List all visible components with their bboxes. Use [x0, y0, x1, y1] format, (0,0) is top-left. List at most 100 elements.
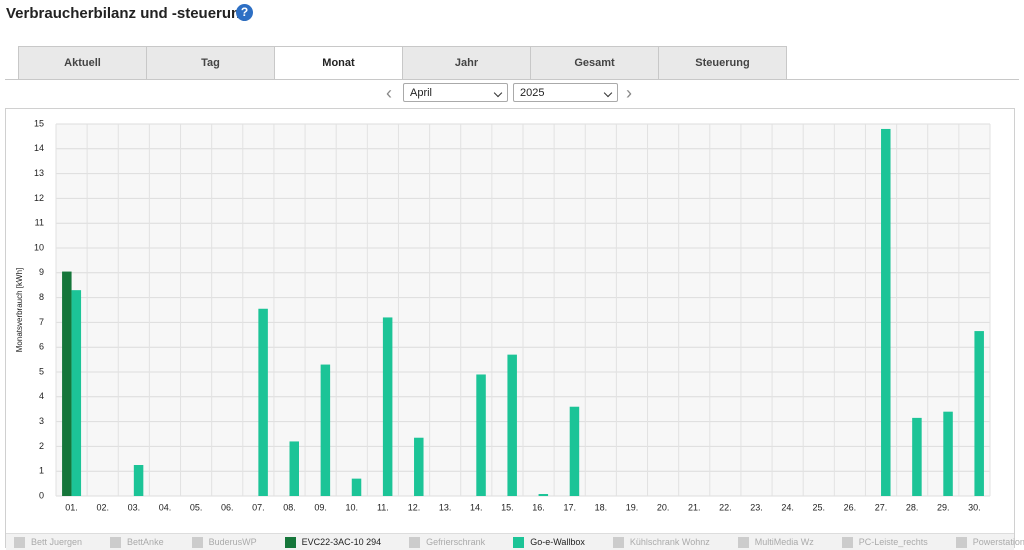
legend: Bett Juergen BettAnke BuderusWP EVC22-3AC-1… — [6, 533, 1024, 550]
legend-label: BuderusWP — [208, 537, 257, 547]
x-tick-label: 20. — [657, 502, 670, 512]
x-tick-label: 25. — [813, 502, 826, 512]
y-tick-label: 13 — [34, 168, 44, 178]
x-tick-label: 05. — [190, 502, 203, 512]
legend-item[interactable]: BettAnke — [110, 534, 164, 550]
x-tick-label: 14. — [470, 502, 483, 512]
legend-swatch — [841, 536, 853, 548]
legend-item[interactable]: EVC22-3AC-10 294 — [284, 534, 382, 550]
y-tick-label: 6 — [39, 342, 44, 352]
x-tick-label: 11. — [377, 502, 389, 512]
legend-item[interactable]: PC-Leiste_rechts — [841, 534, 928, 550]
x-tick-label: 13. — [439, 502, 452, 512]
x-tick-label: 23. — [750, 502, 763, 512]
y-tick-label: 3 — [39, 416, 44, 426]
bar — [507, 354, 517, 496]
legend-label: MultiMedia Wz — [754, 537, 814, 547]
bar — [476, 374, 486, 496]
legend-swatch — [14, 536, 25, 548]
legend-label: Go-e-Wallbox — [530, 537, 585, 547]
x-tick-label: 04. — [159, 502, 172, 512]
x-tick-label: 03. — [128, 502, 141, 512]
legend-item[interactable]: Gefrierschrank — [409, 534, 485, 550]
tab[interactable]: Tag — [146, 46, 275, 79]
legend-swatch — [284, 536, 296, 548]
bar — [133, 465, 144, 496]
legend-swatch — [110, 536, 122, 548]
legend-label: Kühlschrank Wohnz — [629, 537, 710, 547]
help-icon[interactable]: ? — [236, 4, 253, 21]
legend-item[interactable]: MultiMedia Wz — [737, 534, 814, 550]
y-tick-label: 2 — [39, 441, 44, 451]
x-tick-label: 02. — [96, 502, 109, 512]
bar — [974, 331, 984, 496]
bar — [569, 406, 580, 496]
legend-swatch — [191, 536, 203, 548]
legend-label: Powerstation — [972, 537, 1024, 547]
page-title: Verbraucherbilanz und -steuerung — [6, 5, 250, 22]
legend-swatch — [955, 536, 967, 548]
legend-item[interactable]: Powerstation — [955, 534, 1024, 550]
legend-label: EVC22-3AC-10 294 — [301, 537, 382, 547]
x-tick-label: 22. — [719, 502, 732, 512]
bar — [912, 417, 922, 496]
tab[interactable]: Monat — [274, 46, 403, 80]
x-tick-label: 17. — [563, 502, 576, 512]
y-tick-label: 10 — [34, 242, 44, 252]
x-tick-label: 01. — [65, 502, 78, 512]
x-tick-label: 21. — [688, 502, 701, 512]
y-tick-label: 7 — [39, 317, 44, 327]
legend-item[interactable]: BuderusWP — [191, 534, 257, 550]
y-tick-label: 4 — [39, 391, 44, 401]
tab[interactable]: Aktuell — [18, 46, 147, 79]
tab[interactable]: Gesamt — [530, 46, 659, 79]
tab[interactable]: Jahr — [402, 46, 531, 79]
x-tick-label: 16. — [532, 502, 545, 512]
y-tick-label: 8 — [39, 292, 44, 302]
y-tick-label: 11 — [35, 218, 44, 228]
month-select[interactable]: April — [403, 83, 508, 102]
x-tick-label: 15. — [501, 502, 514, 512]
bar — [258, 308, 268, 496]
year-select[interactable]: 2025 — [513, 83, 618, 102]
x-tick-label: 06. — [221, 502, 234, 512]
x-tick-label: 29. — [937, 502, 950, 512]
bar — [320, 364, 331, 496]
y-tick-label: 5 — [39, 366, 44, 376]
bar — [414, 437, 424, 496]
bar — [943, 411, 953, 496]
x-tick-label: 27. — [875, 502, 888, 512]
legend-swatch — [409, 536, 421, 548]
x-tick-label: 09. — [314, 502, 327, 512]
x-tick-label: 07. — [252, 502, 265, 512]
x-tick-label: 28. — [906, 502, 919, 512]
y-tick-label: 1 — [39, 466, 44, 476]
y-axis-label: Monatsverbrauch [kWh] — [15, 268, 24, 352]
legend-label: Gefrierschrank — [426, 537, 486, 547]
bar — [382, 317, 393, 496]
y-tick-label: 9 — [39, 267, 44, 277]
legend-item[interactable]: Kühlschrank Wohnz — [612, 534, 710, 550]
next-month[interactable]: › — [626, 83, 632, 103]
legend-label: Bett Juergen — [31, 537, 83, 547]
x-tick-label: 12. — [408, 502, 421, 512]
bar — [289, 441, 299, 496]
legend-item[interactable]: Bett Juergen — [14, 534, 82, 550]
legend-item[interactable]: Go-e-Wallbox — [513, 534, 585, 550]
legend-label: BettAnke — [127, 537, 164, 547]
y-tick-label: 15 — [34, 118, 44, 128]
tab[interactable]: Steuerung — [658, 46, 787, 79]
bar — [538, 494, 549, 496]
legend-swatch — [513, 536, 525, 548]
tab-underline — [5, 79, 1019, 80]
prev-month[interactable]: ‹ — [386, 83, 392, 103]
x-tick-label: 10. — [346, 502, 359, 512]
tab-bar: Aktuell Tag Monat Jahr Gesamt Steuerung — [18, 46, 787, 80]
legend-swatch — [737, 536, 749, 548]
x-tick-label: 19. — [626, 502, 639, 512]
bar — [351, 478, 362, 496]
x-tick-label: 18. — [595, 502, 608, 512]
bar — [881, 128, 891, 496]
